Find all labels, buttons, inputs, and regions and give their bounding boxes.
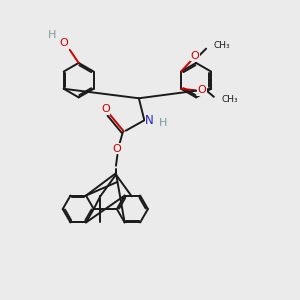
- Text: O: O: [191, 51, 200, 61]
- Text: O: O: [101, 104, 110, 114]
- Text: N: N: [145, 114, 154, 127]
- Text: H: H: [48, 30, 56, 40]
- Text: CH₃: CH₃: [221, 95, 238, 104]
- Text: O: O: [59, 38, 68, 48]
- Text: O: O: [197, 85, 206, 95]
- Text: CH₃: CH₃: [214, 40, 230, 50]
- Text: H: H: [159, 118, 168, 128]
- Text: O: O: [112, 144, 121, 154]
